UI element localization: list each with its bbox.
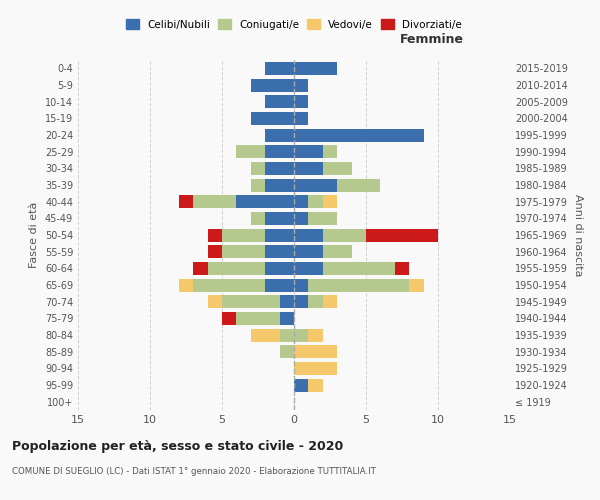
Bar <box>308 278 409 291</box>
Bar <box>294 345 337 358</box>
Bar <box>265 62 294 75</box>
Bar <box>251 112 294 125</box>
Bar <box>265 128 294 141</box>
Bar <box>294 128 424 141</box>
Bar <box>294 328 308 342</box>
Bar <box>294 78 308 92</box>
Bar <box>323 245 352 258</box>
Legend: Celibi/Nubili, Coniugati/e, Vedovi/e, Divorziati/e: Celibi/Nubili, Coniugati/e, Vedovi/e, Di… <box>123 16 465 32</box>
Bar <box>308 212 337 225</box>
Y-axis label: Anni di nascita: Anni di nascita <box>573 194 583 276</box>
Text: Popolazione per età, sesso e stato civile - 2020: Popolazione per età, sesso e stato civil… <box>12 440 343 453</box>
Bar <box>308 328 323 342</box>
Bar <box>265 278 294 291</box>
Bar <box>294 212 308 225</box>
Bar <box>337 178 380 192</box>
Bar <box>409 278 424 291</box>
Y-axis label: Fasce di età: Fasce di età <box>29 202 39 268</box>
Bar <box>208 295 222 308</box>
Bar <box>308 295 323 308</box>
Bar <box>265 162 294 175</box>
Bar <box>222 295 280 308</box>
Bar <box>323 228 366 241</box>
Bar <box>280 345 294 358</box>
Bar <box>366 228 438 241</box>
Bar <box>308 378 323 392</box>
Bar <box>265 145 294 158</box>
Bar <box>222 228 265 241</box>
Bar <box>251 212 265 225</box>
Bar <box>265 178 294 192</box>
Bar <box>265 262 294 275</box>
Bar <box>294 95 308 108</box>
Bar <box>294 262 323 275</box>
Bar <box>236 312 280 325</box>
Bar <box>236 195 294 208</box>
Bar <box>395 262 409 275</box>
Bar <box>294 245 323 258</box>
Bar <box>222 245 265 258</box>
Bar <box>323 262 395 275</box>
Bar <box>251 178 265 192</box>
Bar <box>280 295 294 308</box>
Bar <box>208 245 222 258</box>
Bar <box>294 378 308 392</box>
Text: Femmine: Femmine <box>400 33 464 46</box>
Bar <box>294 278 308 291</box>
Bar <box>193 278 265 291</box>
Bar <box>265 212 294 225</box>
Bar <box>294 228 323 241</box>
Bar <box>294 162 323 175</box>
Bar <box>208 262 265 275</box>
Bar <box>251 78 294 92</box>
Bar <box>280 312 294 325</box>
Bar <box>222 312 236 325</box>
Bar <box>236 145 265 158</box>
Text: COMUNE DI SUEGLIO (LC) - Dati ISTAT 1° gennaio 2020 - Elaborazione TUTTITALIA.IT: COMUNE DI SUEGLIO (LC) - Dati ISTAT 1° g… <box>12 468 376 476</box>
Bar <box>294 145 323 158</box>
Bar <box>323 295 337 308</box>
Bar <box>280 328 294 342</box>
Bar <box>251 328 280 342</box>
Bar <box>294 178 337 192</box>
Bar <box>193 195 236 208</box>
Bar <box>179 278 193 291</box>
Bar <box>294 295 308 308</box>
Bar <box>323 145 337 158</box>
Bar <box>251 162 265 175</box>
Bar <box>265 228 294 241</box>
Bar <box>294 362 337 375</box>
Bar <box>294 112 308 125</box>
Bar <box>265 245 294 258</box>
Bar <box>208 228 222 241</box>
Bar <box>308 195 323 208</box>
Bar <box>323 162 352 175</box>
Bar <box>294 195 308 208</box>
Bar <box>265 95 294 108</box>
Bar <box>179 195 193 208</box>
Bar <box>323 195 337 208</box>
Bar <box>294 62 337 75</box>
Bar <box>193 262 208 275</box>
